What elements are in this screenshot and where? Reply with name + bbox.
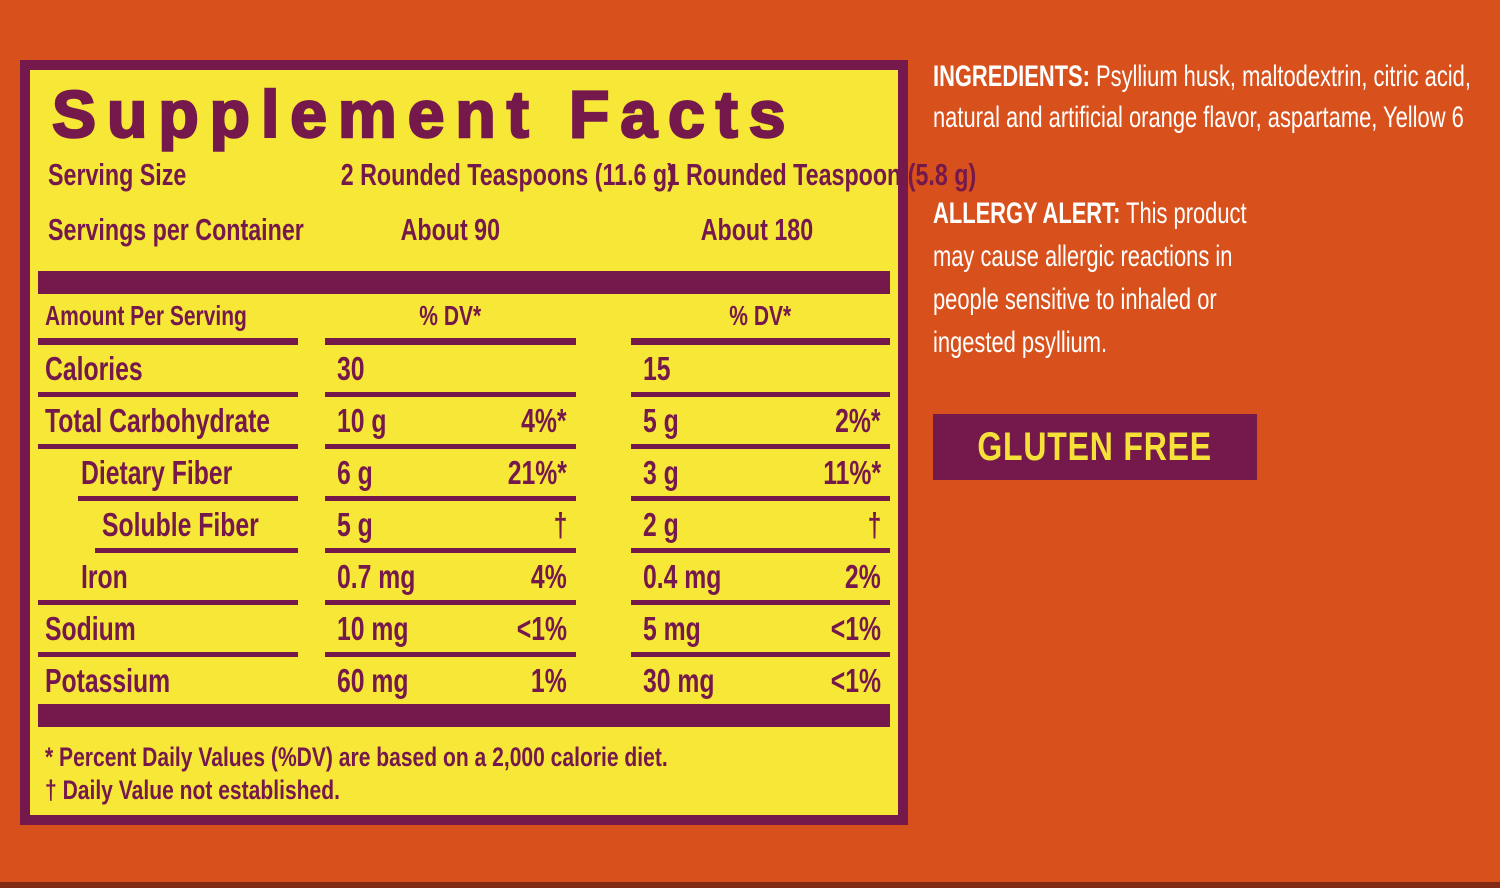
row-iron: Iron 0.7 mg 4% 0.4 mg 2% [81, 557, 881, 595]
footnote-daily-value: † Daily Value not established. [45, 775, 340, 805]
allergy-alert-label: ALLERGY ALERT: [933, 197, 1121, 230]
panel-title: Supplement Facts [51, 77, 797, 152]
ingredients-line-2: natural and artificial orange flavor, as… [933, 101, 1464, 134]
dv-header-2: % DV* [729, 300, 792, 331]
row-dietary-fiber: Dietary Fiber 6 g 21%* 3 g 11%* [81, 453, 881, 491]
supplement-facts-panel: Supplement Facts Serving Size 2 Rounded … [20, 60, 976, 825]
footnote-percent-dv: * Percent Daily Values (%DV) are based o… [45, 742, 668, 772]
row-sodium: Sodium 10 mg <1% 5 mg <1% [45, 609, 881, 647]
serving-size-value-2: 1 Rounded Teaspoon (5.8 g) [666, 157, 977, 192]
ingredients-paragraph: INGREDIENTS: Psyllium husk, maltodextrin… [933, 56, 1493, 138]
row-soluble-fiber: Soluble Fiber 5 g † 2 g † [102, 505, 881, 543]
table-bottom-bar [38, 704, 890, 727]
row-calories: Calories 30 15 [45, 349, 671, 387]
ingredients-line-1: INGREDIENTS: Psyllium husk, maltodextrin… [933, 60, 1471, 93]
servings-per-container-value-2: About 180 [700, 212, 813, 247]
row-separator [38, 496, 890, 501]
gluten-free-badge: GLUTEN FREE [933, 414, 1257, 480]
servings-per-container-label: Servings per Container [48, 212, 304, 247]
row-potassium: Potassium 60 mg 1% 30 mg <1% [45, 661, 881, 699]
allergy-line-4: ingested psyllium. [933, 326, 1108, 359]
row-separator [38, 600, 890, 605]
row-separator [38, 652, 890, 657]
servings-per-container-value-1: About 90 [400, 212, 500, 247]
allergy-alert-paragraph: ALLERGY ALERT: This product may cause al… [933, 192, 1493, 364]
dv-header-1: % DV* [419, 300, 482, 331]
ingredients-label: INGREDIENTS: [933, 60, 1090, 93]
row-total-carbohydrate: Total Carbohydrate 10 g 4%* 5 g 2%* [45, 401, 881, 439]
allergy-line-3: people sensitive to inhaled or [933, 283, 1217, 316]
gluten-free-label: GLUTEN FREE [977, 424, 1213, 469]
bottom-edge-line [0, 882, 1500, 888]
header-underline [38, 338, 890, 345]
amount-per-serving-header: Amount Per Serving [45, 300, 247, 331]
row-separator [38, 392, 890, 397]
allergy-line-2: may cause allergic reactions in [933, 240, 1233, 273]
serving-size-row: Serving Size 2 Rounded Teaspoons (11.6 g… [30, 155, 976, 195]
nutrition-table: Amount Per Serving % DV* % DV* Calories … [38, 271, 890, 727]
serving-size-value-1: 2 Rounded Teaspoons (11.6 g) [340, 157, 675, 192]
table-top-bar [38, 271, 890, 294]
supplement-facts-content: Supplement Facts Serving Size 2 Rounded … [30, 70, 976, 815]
row-separator [38, 548, 890, 553]
allergy-line-1: ALLERGY ALERT: This product [933, 197, 1247, 230]
serving-size-label: Serving Size [48, 157, 187, 192]
row-separator [38, 444, 890, 449]
table-header-row: Amount Per Serving % DV* % DV* [38, 294, 890, 338]
servings-per-container-row: Servings per Container About 90 About 18… [30, 210, 898, 250]
footnotes: * Percent Daily Values (%DV) are based o… [45, 741, 843, 807]
